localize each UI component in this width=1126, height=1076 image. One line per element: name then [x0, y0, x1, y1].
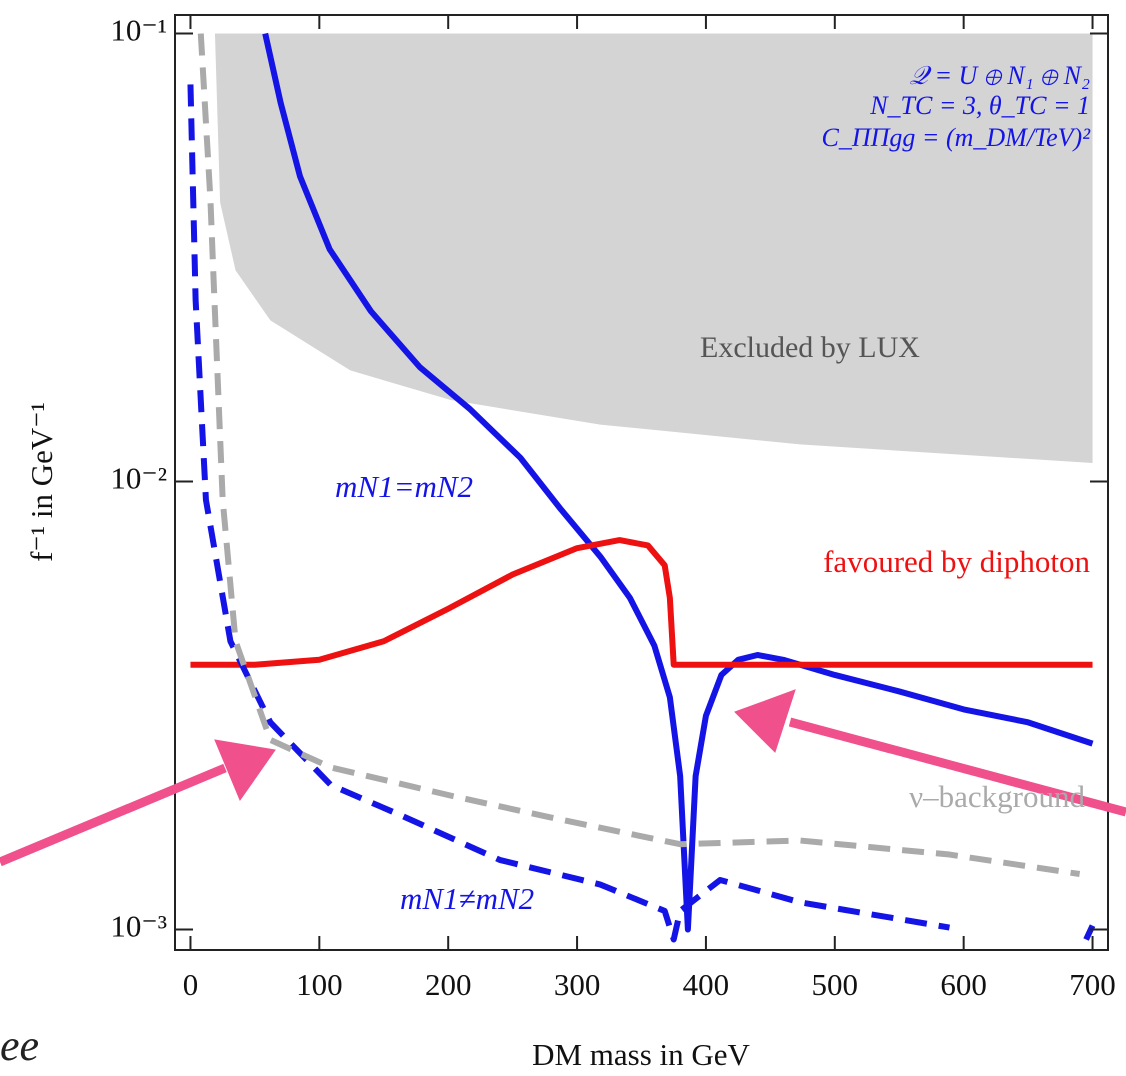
series-label: ν–background: [909, 779, 1085, 814]
x-tick-label: 500: [812, 967, 859, 1002]
y-tick-label: 10⁻²: [110, 461, 167, 496]
excluded-region: [214, 33, 1093, 463]
annotation: 𝒬 = U ⊕ N₁ ⊕ N₂: [909, 61, 1090, 90]
series-line: [190, 537, 1093, 668]
x-tick-label: 300: [554, 967, 601, 1002]
arrow-head: [734, 689, 796, 753]
series-label: mN1=mN2: [335, 469, 473, 504]
x-tick-label: 0: [183, 967, 199, 1002]
arrow-shaft: [788, 717, 1126, 817]
series-line: [262, 32, 1094, 933]
x-tick-label: 100: [296, 967, 343, 1002]
x-tick-label: 700: [1069, 967, 1116, 1002]
y-tick-label: 10⁻³: [110, 909, 167, 944]
arrow-head: [214, 739, 276, 802]
annotation: N_TC = 3, θ_TC = 1: [869, 91, 1090, 120]
x-tick-label: 400: [683, 967, 730, 1002]
x-tick-label: 200: [425, 967, 472, 1002]
y-axis-label: f⁻¹ in GeV⁻¹: [24, 402, 59, 562]
x-axis-label: DM mass in GeV: [532, 1037, 750, 1072]
annotation: C_ΠΠgg = (m_DM/TeV)²: [822, 123, 1092, 152]
annotation: ee: [0, 1021, 39, 1070]
arrow-shaft: [0, 763, 227, 867]
series-label: mN1≠mN2: [400, 881, 534, 916]
region-label: Excluded by LUX: [700, 331, 920, 364]
plot-area: [187, 32, 1096, 943]
y-tick-label: 10⁻¹: [110, 13, 167, 48]
series-label: favoured by diphoton: [823, 544, 1090, 579]
hand-arrow: [0, 689, 1126, 867]
series-line: [197, 33, 1081, 877]
series-line: [187, 84, 1096, 943]
x-tick-label: 600: [940, 967, 987, 1002]
